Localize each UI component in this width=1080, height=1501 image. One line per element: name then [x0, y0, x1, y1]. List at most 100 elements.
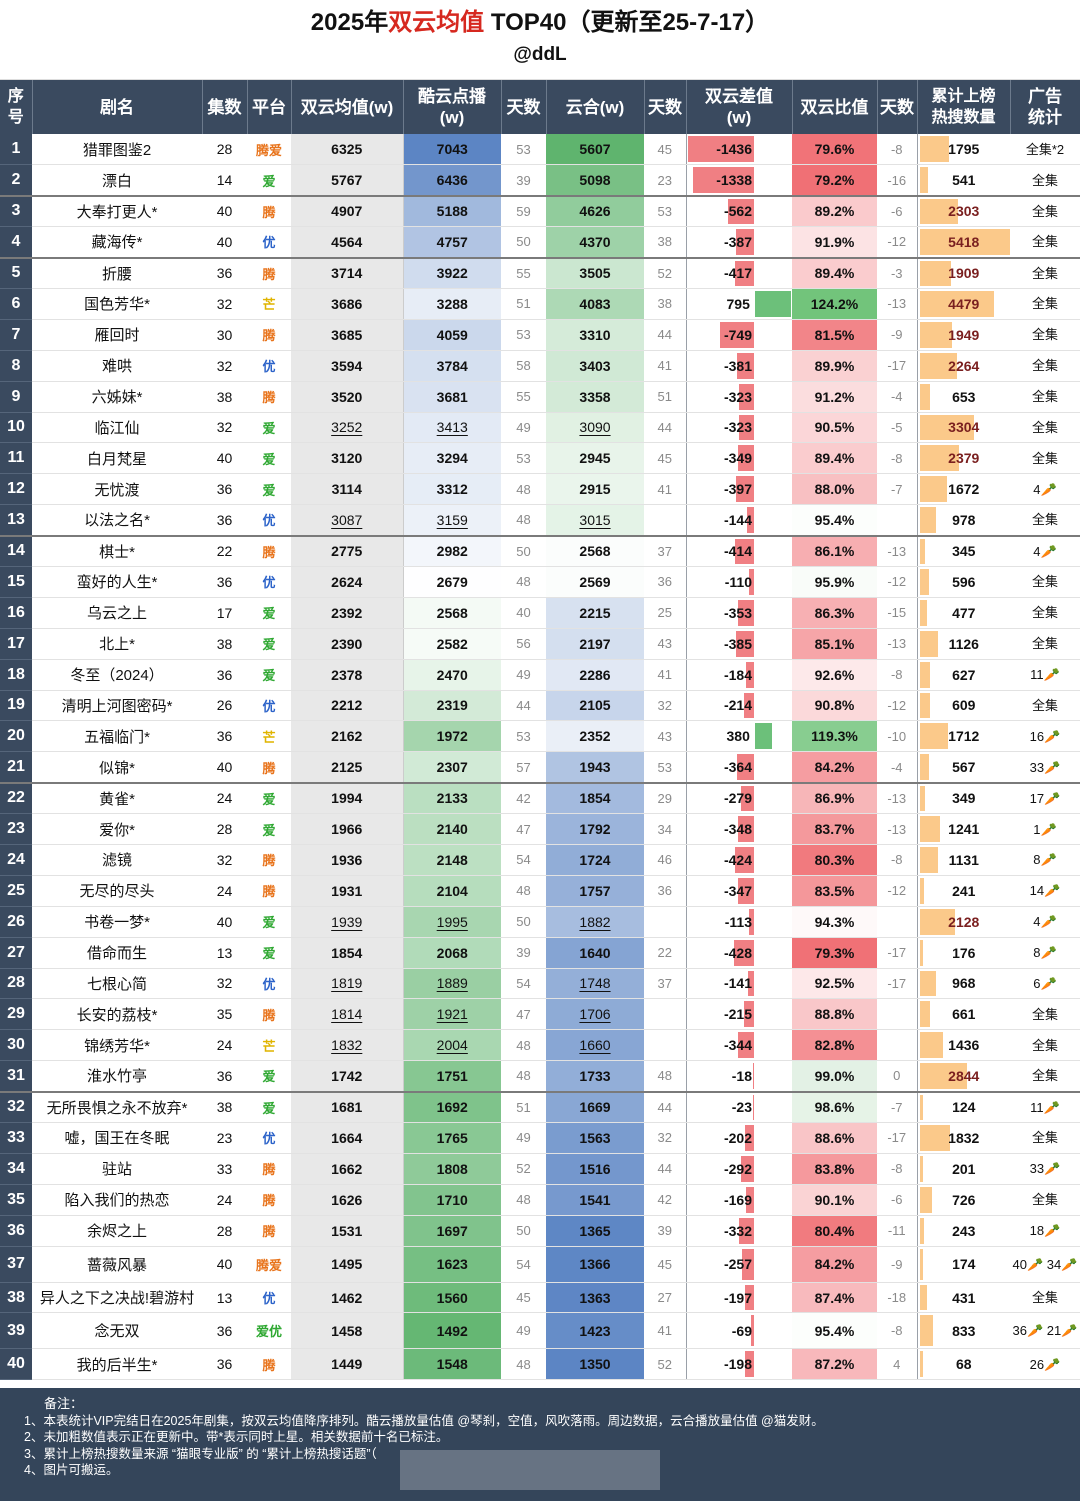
- col-rank: 序号: [0, 80, 33, 134]
- episodes-cell: 35: [202, 998, 247, 1031]
- col-name: 剧名: [32, 80, 203, 134]
- avg-value: 1936: [291, 844, 404, 876]
- kuyun-text: 4059: [436, 326, 468, 343]
- yunhe-days: 29: [644, 781, 687, 815]
- avg-text: 3252: [331, 419, 363, 436]
- table-row: 22 黄雀* 24 爱 1994 2133 42 1854 29 -279 86.9% -13 349 1…: [0, 781, 1080, 815]
- diff-value: -1338: [686, 164, 792, 197]
- kuyun-text: 1765: [436, 1129, 468, 1146]
- yunhe-text: 4370: [579, 233, 611, 250]
- rank-cell: 11: [0, 442, 32, 475]
- hot-count: 241: [917, 875, 1010, 907]
- diff-value: -353: [686, 597, 792, 629]
- table-row: 14 棋士* 22 腾 2775 2982 50 2568 37 -414 86.1% -13 345 4…: [0, 534, 1080, 567]
- ad-stat: 18🥕: [1010, 1215, 1080, 1247]
- episodes-cell: 36: [202, 1060, 247, 1093]
- kuyun-days: 54: [501, 968, 546, 1000]
- episodes-cell: 36: [202, 256, 247, 289]
- ratio-days: -13: [877, 813, 918, 845]
- avg-text: 3520: [331, 388, 363, 405]
- rank-cell: 24: [0, 844, 32, 876]
- hot-count: 596: [917, 566, 1010, 598]
- diff-value: -414: [686, 534, 792, 567]
- diff-value: 380: [686, 720, 792, 753]
- avg-text: 4564: [331, 233, 363, 250]
- hot-text: 1131: [948, 851, 979, 868]
- hot-text: 2128: [948, 913, 980, 930]
- ratio-days: -17: [877, 350, 918, 382]
- hot-text: 174: [952, 1256, 976, 1273]
- ratio-value: 91.9%: [792, 226, 877, 259]
- table-row: 16 乌云之上 17 爱 2392 2568 40 2215 25 -353 86.3% -15 477…: [0, 597, 1080, 629]
- hot-count: 2303: [917, 194, 1010, 228]
- kuyun-text: 1808: [436, 1160, 468, 1177]
- episodes-cell: 24: [202, 875, 247, 907]
- hot-text: 2303: [948, 203, 980, 220]
- yunhe-text: 1733: [579, 1067, 611, 1084]
- platform-cell: 优: [247, 350, 291, 382]
- ratio-days: -15: [877, 597, 918, 629]
- diff-bar: [754, 723, 772, 750]
- rank-cell: 34: [0, 1153, 32, 1185]
- diff-text: -387: [723, 233, 752, 250]
- ratio-days: [877, 504, 918, 537]
- drama-name: 无忧渡: [32, 473, 202, 506]
- platform-cell: 优: [247, 504, 291, 537]
- episodes-cell: 24: [202, 1029, 247, 1062]
- platform-cell: 爱: [247, 781, 291, 815]
- yunhe-value: 2915: [546, 473, 644, 506]
- avg-text: 1462: [331, 1289, 363, 1306]
- avg-text: 2775: [331, 543, 363, 560]
- yunhe-value: 1733: [546, 1060, 644, 1093]
- avg-value: 1994: [291, 781, 404, 815]
- platform-cell: 爱: [247, 1060, 291, 1093]
- yunhe-value: 1660: [546, 1029, 644, 1062]
- hot-count: 1241: [917, 813, 1010, 845]
- kuyun-text: 2004: [436, 1037, 468, 1054]
- yunhe-days: 44: [644, 412, 687, 444]
- ad-stat: 全集: [1010, 226, 1080, 259]
- diff-text: -424: [723, 851, 752, 868]
- ratio-days: -13: [877, 534, 918, 567]
- yunhe-text: 2352: [579, 728, 611, 745]
- table-row: 29 长安的荔枝* 35 腾 1814 1921 47 1706 -215 88.8% 661 全集: [0, 998, 1080, 1031]
- hot-count: 609: [917, 690, 1010, 722]
- yunhe-value: 4626: [546, 194, 644, 228]
- kuyun-days: 40: [501, 597, 546, 629]
- diff-value: -144: [686, 504, 792, 537]
- drama-name: 七根心简: [32, 968, 202, 1000]
- avg-value: 4907: [291, 194, 404, 228]
- avg-value: 2390: [291, 628, 404, 660]
- note-line-2: 2、未加粗数值表示正在更新中。带*表示同时上星。相关数据前十名已标注。: [24, 1430, 449, 1444]
- rank-cell: 13: [0, 504, 32, 537]
- hot-count: 349: [917, 781, 1010, 815]
- ratio-value: 84.2%: [792, 1246, 877, 1283]
- episodes-cell: 28: [202, 134, 247, 166]
- hot-bar: [919, 290, 994, 317]
- yunhe-text: 4083: [579, 295, 611, 312]
- drama-name: 清明上河图密码*: [32, 690, 202, 722]
- avg-value: 1662: [291, 1153, 404, 1185]
- kuyun-days: 53: [501, 442, 546, 475]
- diff-text: -385: [723, 635, 752, 652]
- yunhe-text: 1516: [579, 1160, 611, 1177]
- hot-count: 4479: [917, 288, 1010, 320]
- hot-count: 3304: [917, 412, 1010, 444]
- yunhe-days: 43: [644, 720, 687, 753]
- yunhe-text: 1748: [579, 975, 611, 992]
- kuyun-text: 3922: [436, 265, 468, 282]
- diff-value: -749: [686, 319, 792, 351]
- yunhe-days: 38: [644, 226, 687, 259]
- hot-text: 477: [952, 604, 976, 621]
- diff-text: -348: [723, 821, 752, 838]
- drama-name: 借命而生: [32, 937, 202, 969]
- yunhe-days: 38: [644, 288, 687, 320]
- ratio-days: -8: [877, 134, 918, 166]
- yunhe-text: 1423: [579, 1322, 611, 1339]
- ratio-days: -13: [877, 628, 918, 660]
- yunhe-value: 1365: [546, 1215, 644, 1247]
- hot-bar: [919, 1351, 923, 1378]
- ratio-days: -17: [877, 937, 918, 969]
- platform-cell: 爱: [247, 1090, 291, 1123]
- diff-value: -184: [686, 659, 792, 691]
